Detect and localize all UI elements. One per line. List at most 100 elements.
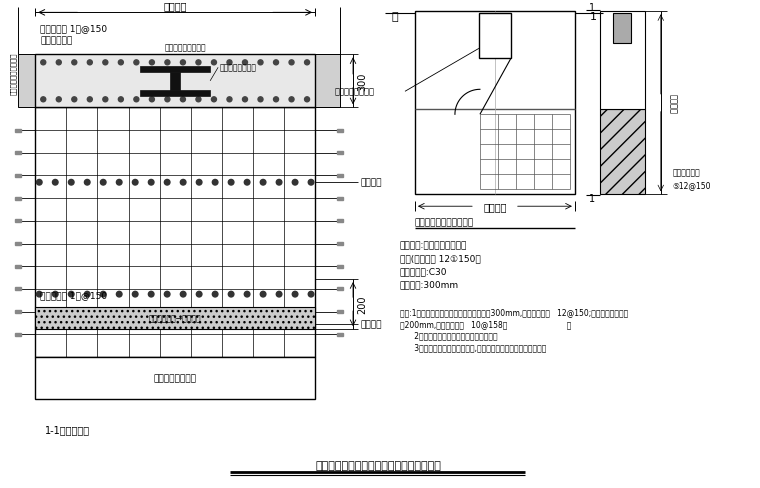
Circle shape <box>274 98 278 102</box>
Text: 配筋(双层双向 12①150）: 配筋(双层双向 12①150） <box>400 254 481 263</box>
Text: 1-1剖面大样图: 1-1剖面大样图 <box>46 424 90 434</box>
Text: 1: 1 <box>589 3 595 13</box>
Text: 3、若施工电梯基础在筏架上,相同两块板都要用钢筋加强处理。: 3、若施工电梯基础在筏架上,相同两块板都要用钢筋加强处理。 <box>400 343 546 352</box>
Circle shape <box>228 180 234 185</box>
Circle shape <box>68 292 74 297</box>
Bar <box>15 310 21 313</box>
Circle shape <box>180 61 185 66</box>
Circle shape <box>36 292 42 297</box>
Text: 施工电梯基础平面示意图: 施工电梯基础平面示意图 <box>415 218 474 227</box>
Circle shape <box>212 180 218 185</box>
Circle shape <box>289 98 294 102</box>
Bar <box>18 55 35 108</box>
Bar <box>337 310 343 313</box>
Bar <box>337 197 343 200</box>
Circle shape <box>211 61 217 66</box>
Text: 二: 二 <box>391 12 398 22</box>
Bar <box>337 152 343 155</box>
Circle shape <box>71 98 77 102</box>
Bar <box>15 197 21 200</box>
Bar <box>35 357 315 399</box>
Circle shape <box>119 61 123 66</box>
Circle shape <box>132 292 138 297</box>
Circle shape <box>41 98 46 102</box>
Text: 建筑结构加厚作为人货梯基础浇筑做法详图: 建筑结构加厚作为人货梯基础浇筑做法详图 <box>315 460 441 470</box>
Bar <box>140 67 210 73</box>
Circle shape <box>84 180 90 185</box>
Bar <box>35 108 315 357</box>
Circle shape <box>100 292 106 297</box>
Circle shape <box>196 292 202 297</box>
Text: 2、人防区负一层底板钢筋和钢筋不变。: 2、人防区负一层底板钢筋和钢筋不变。 <box>400 331 498 340</box>
Bar <box>315 55 340 108</box>
Bar <box>337 333 343 336</box>
Circle shape <box>84 292 90 297</box>
Circle shape <box>134 61 139 66</box>
Circle shape <box>244 292 250 297</box>
Circle shape <box>148 292 154 297</box>
Circle shape <box>277 180 282 185</box>
Circle shape <box>242 61 248 66</box>
Text: 施工电梯基础: 施工电梯基础 <box>40 36 72 45</box>
Circle shape <box>134 98 139 102</box>
Bar <box>337 220 343 223</box>
Circle shape <box>87 98 92 102</box>
Bar <box>15 175 21 178</box>
Circle shape <box>260 292 266 297</box>
Bar <box>337 129 343 132</box>
Text: 混凝土下室楼梁结构板: 混凝土下室楼梁结构板 <box>10 53 16 95</box>
Circle shape <box>274 61 278 66</box>
Circle shape <box>164 292 170 297</box>
Bar <box>613 14 632 44</box>
Bar <box>479 14 511 59</box>
Circle shape <box>165 98 170 102</box>
Text: 回填钢管: 回填钢管 <box>360 320 382 329</box>
Bar <box>15 152 21 155</box>
Text: 基础尺寸:负一层顶板的尺寸: 基础尺寸:负一层顶板的尺寸 <box>400 241 467 250</box>
Text: 200: 200 <box>357 295 367 314</box>
Circle shape <box>52 292 58 297</box>
Bar <box>600 12 644 110</box>
Circle shape <box>227 98 232 102</box>
Text: 地下室第二层底板: 地下室第二层底板 <box>154 374 197 383</box>
Circle shape <box>132 180 138 185</box>
Text: 回填钢管: 回填钢管 <box>360 179 382 187</box>
Bar <box>15 333 21 336</box>
Circle shape <box>212 292 218 297</box>
Text: 300: 300 <box>357 73 367 91</box>
Circle shape <box>258 98 263 102</box>
Bar <box>140 91 210 97</box>
Text: 钢筋电下安装→二层底板: 钢筋电下安装→二层底板 <box>149 314 201 323</box>
Circle shape <box>71 61 77 66</box>
Circle shape <box>36 180 42 185</box>
Bar <box>15 288 21 291</box>
Bar <box>600 110 644 195</box>
Circle shape <box>196 98 201 102</box>
Text: 混凝土强度:C30: 混凝土强度:C30 <box>400 267 448 276</box>
Circle shape <box>196 61 201 66</box>
Text: 施工电梯预埋基座: 施工电梯预埋基座 <box>335 88 375 97</box>
Circle shape <box>180 292 186 297</box>
Text: ⑬200mm,钢筋双层双向   10@158；                         ⑬: ⑬200mm,钢筋双层双向 10@158； ⑬ <box>400 319 572 328</box>
Circle shape <box>258 61 263 66</box>
Text: 基础厚度:300mm: 基础厚度:300mm <box>400 280 459 289</box>
Text: 动梁下安装钢筋网: 动梁下安装钢筋网 <box>220 64 257 73</box>
Circle shape <box>52 180 58 185</box>
Circle shape <box>116 180 122 185</box>
Circle shape <box>228 292 234 297</box>
Bar <box>15 265 21 268</box>
Circle shape <box>56 61 62 66</box>
Bar <box>337 288 343 291</box>
Bar <box>337 265 343 268</box>
Circle shape <box>119 98 123 102</box>
Circle shape <box>150 98 154 102</box>
Circle shape <box>293 180 298 185</box>
Circle shape <box>244 180 250 185</box>
Bar <box>170 73 180 91</box>
Circle shape <box>293 292 298 297</box>
Bar <box>15 220 21 223</box>
Circle shape <box>277 292 282 297</box>
Text: 1: 1 <box>589 194 595 204</box>
Text: 配双层双向 1⑬@150: 配双层双向 1⑬@150 <box>40 290 107 299</box>
Bar <box>15 129 21 132</box>
